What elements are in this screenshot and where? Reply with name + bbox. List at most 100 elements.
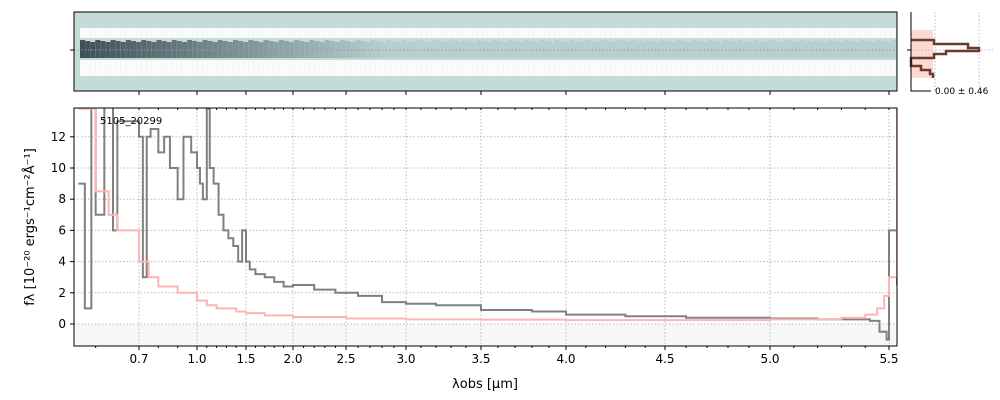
trace-core [416, 40, 422, 58]
trace-band [217, 28, 223, 38]
histogram-axes [910, 12, 931, 92]
trace-band [268, 60, 274, 76]
trace-band [227, 60, 233, 76]
trace-band [365, 28, 371, 38]
trace-band [324, 28, 330, 38]
trace-band [717, 60, 723, 76]
trace-core [442, 42, 448, 58]
trace-band [778, 60, 784, 76]
trace-band [554, 60, 560, 76]
trace-core [814, 40, 820, 58]
trace-band [442, 60, 448, 76]
trace-band [523, 28, 529, 38]
trace-core [80, 40, 85, 58]
trace-band [834, 60, 840, 76]
trace-core [401, 40, 407, 58]
trace-band [314, 28, 320, 38]
trace-band [814, 28, 820, 38]
trace-band [681, 60, 687, 76]
trace-band [579, 28, 585, 38]
trace-band [416, 28, 422, 38]
trace-band [539, 60, 544, 76]
trace-band [656, 60, 662, 76]
trace-band [472, 60, 478, 76]
trace-band [452, 28, 458, 38]
trace-core [375, 41, 381, 58]
trace-band [493, 60, 499, 76]
trace-band [635, 60, 641, 76]
trace-band [482, 28, 488, 38]
trace-band [692, 60, 697, 76]
trace-band [880, 28, 886, 38]
trace-core [549, 42, 555, 58]
trace-core [890, 40, 896, 58]
trace-core [493, 40, 499, 58]
trace-core [646, 40, 652, 58]
x-tick-label: 4.0 [556, 352, 575, 366]
trace-core [768, 40, 774, 58]
trace-band [345, 28, 351, 38]
trace-band [686, 28, 692, 38]
trace-core [885, 42, 891, 58]
x-tick-label: 1.5 [236, 352, 255, 366]
trace-band [768, 60, 774, 76]
trace-band [845, 60, 850, 76]
trace-core [860, 40, 866, 58]
trace-band [809, 60, 815, 76]
trace-band [258, 60, 264, 76]
trace-core [396, 42, 402, 58]
trace-band [646, 60, 652, 76]
trace-band [681, 28, 687, 38]
trace-band [467, 28, 473, 38]
trace-band [865, 60, 871, 76]
trace-band [472, 28, 478, 38]
2d-spectrum-panel [70, 11, 898, 95]
trace-band [503, 60, 509, 76]
1d-spectrum-panel: 0 2 4 6 8 10 12 0.7 1.0 1.5 2.0 2.5 3.0 3.5 4.0 4.5 5.0 5… [51, 107, 899, 366]
trace-band [151, 28, 157, 38]
trace-core [569, 40, 575, 58]
trace-band [187, 28, 193, 38]
y-tick-label: 8 [58, 192, 66, 206]
trace-core [182, 42, 187, 58]
trace-band [539, 28, 544, 38]
trace-core [263, 40, 269, 58]
trace-band [763, 60, 769, 76]
trace-band [727, 60, 733, 76]
trace-core [595, 42, 601, 58]
trace-band [880, 60, 886, 76]
trace-band [676, 60, 682, 76]
trace-band [697, 60, 703, 76]
trace-band [136, 60, 142, 76]
trace-band [467, 60, 473, 76]
trace-band [462, 60, 468, 76]
trace-band [498, 60, 504, 76]
trace-band [783, 28, 789, 38]
2d-frame [73, 11, 898, 92]
trace-core [875, 40, 881, 58]
trace-band [156, 60, 162, 76]
trace-band [329, 28, 335, 38]
trace-band [794, 60, 799, 76]
y-tick-label: 2 [58, 286, 66, 300]
trace-core [304, 42, 310, 58]
trace-core [324, 40, 330, 58]
trace-core [539, 40, 544, 58]
trace-core [110, 40, 116, 58]
trace-band [610, 28, 616, 38]
trace-band [712, 60, 718, 76]
trace-band [233, 28, 238, 38]
trace-band [799, 28, 805, 38]
trace-core [350, 42, 356, 58]
trace-band [187, 60, 193, 76]
trace-band [90, 28, 96, 38]
trace-core [227, 42, 233, 58]
trace-core [314, 41, 320, 58]
trace-core [732, 42, 738, 58]
trace-band [834, 28, 840, 38]
trace-band [243, 28, 249, 38]
trace-band [651, 60, 657, 76]
trace-core [278, 40, 284, 58]
trace-band [743, 28, 748, 38]
